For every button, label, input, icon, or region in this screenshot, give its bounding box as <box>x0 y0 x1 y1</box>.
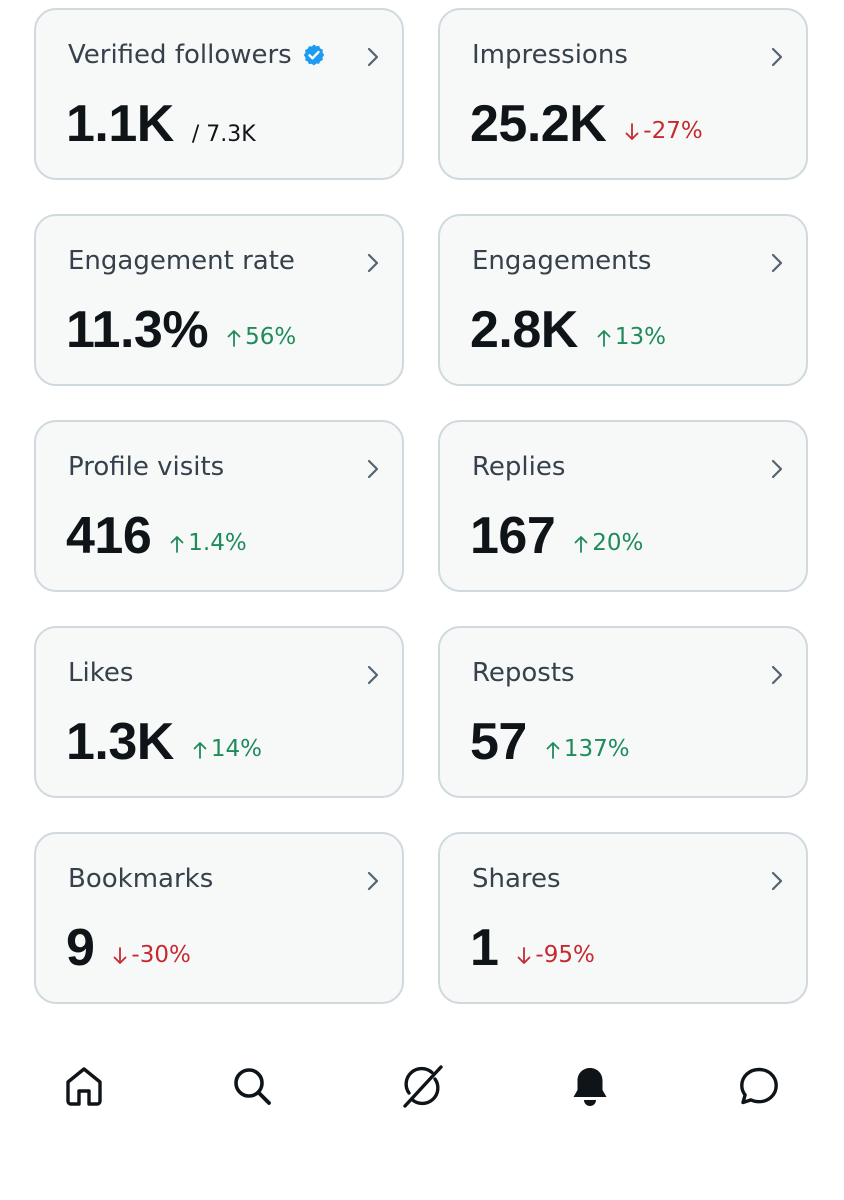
metric-label: Shares <box>472 864 561 894</box>
chevron-right-icon <box>771 253 783 273</box>
metric-card-profile-visits[interactable]: Profile visits 416 1.4% <box>34 420 404 592</box>
metric-change: 14% <box>192 736 262 762</box>
metric-card-shares[interactable]: Shares 1 -95% <box>438 832 808 1004</box>
arrow-down-icon <box>625 123 639 140</box>
metric-label: Likes <box>68 658 134 688</box>
metric-value: 416 <box>66 507 152 565</box>
metric-label: Engagements <box>472 246 652 276</box>
metric-value: 167 <box>470 507 556 565</box>
metric-label: Reposts <box>472 658 575 688</box>
arrow-up-icon <box>170 536 184 553</box>
metric-change: 137% <box>545 736 630 762</box>
metric-card-replies[interactable]: Replies 167 20% <box>438 420 808 592</box>
chevron-right-icon <box>367 665 379 685</box>
arrow-up-icon <box>193 742 207 759</box>
metric-total: / 7.3K <box>191 122 256 147</box>
chevron-right-icon <box>367 459 379 479</box>
metric-value: 1.3K <box>66 713 174 771</box>
chevron-right-icon <box>771 871 783 891</box>
nav-notifications-button[interactable] <box>560 1056 620 1116</box>
chevron-right-icon <box>771 47 783 67</box>
bottom-nav-bar <box>0 1056 844 1116</box>
metric-change: -30% <box>112 942 191 968</box>
chevron-right-icon <box>367 871 379 891</box>
nav-messages-button[interactable] <box>729 1056 789 1116</box>
metric-card-engagements[interactable]: Engagements 2.8K 13% <box>438 214 808 386</box>
metric-label: Profile visits <box>68 452 225 482</box>
metric-card-bookmarks[interactable]: Bookmarks 9 -30% <box>34 832 404 1004</box>
metric-change: -95% <box>516 942 595 968</box>
metric-change: 56% <box>226 324 296 350</box>
metric-label: Bookmarks <box>68 864 214 894</box>
metric-label: Verified followers <box>68 40 292 70</box>
metric-change: -27% <box>624 118 703 144</box>
metric-card-engagement-rate[interactable]: Engagement rate 11.3% 56% <box>34 214 404 386</box>
metric-value: 1 <box>470 919 499 977</box>
metric-change: 1.4% <box>169 530 247 556</box>
metric-change: 20% <box>573 530 643 556</box>
metric-card-verified-followers[interactable]: Verified followers 1.1K / 7.3K <box>34 8 404 180</box>
chevron-right-icon <box>771 459 783 479</box>
arrow-down-icon <box>114 947 127 964</box>
metric-value: 25.2K <box>470 95 607 153</box>
metric-label: Replies <box>472 452 566 482</box>
chevron-right-icon <box>367 253 379 273</box>
chevron-right-icon <box>771 665 783 685</box>
home-icon <box>66 1067 102 1106</box>
search-icon <box>234 1068 271 1105</box>
nav-search-button[interactable] <box>222 1056 282 1116</box>
arrow-up-icon <box>597 330 611 347</box>
metric-value: 57 <box>470 713 527 771</box>
grok-icon <box>403 1065 443 1108</box>
metric-value: 1.1K <box>66 95 174 153</box>
metric-value: 9 <box>66 919 95 977</box>
metric-card-reposts[interactable]: Reposts 57 137% <box>438 626 808 798</box>
arrow-up-icon <box>546 742 560 759</box>
metric-label: Impressions <box>472 40 628 70</box>
metric-card-likes[interactable]: Likes 1.3K 14% <box>34 626 404 798</box>
metric-change: 13% <box>596 324 666 350</box>
metric-label: Engagement rate <box>68 246 295 276</box>
verified-badge-icon <box>303 44 324 66</box>
metric-card-impressions[interactable]: Impressions 25.2K -27% <box>438 8 808 180</box>
notifications-bell-icon <box>573 1068 607 1106</box>
metric-value: 11.3% <box>66 301 209 359</box>
nav-grok-button[interactable] <box>392 1056 452 1116</box>
arrow-up-icon <box>227 330 241 347</box>
chevron-right-icon <box>367 47 379 67</box>
metric-value: 2.8K <box>470 301 578 359</box>
arrow-up-icon <box>574 536 588 553</box>
nav-home-button[interactable] <box>54 1056 114 1116</box>
messages-icon <box>740 1067 778 1105</box>
arrow-down-icon <box>518 947 531 964</box>
